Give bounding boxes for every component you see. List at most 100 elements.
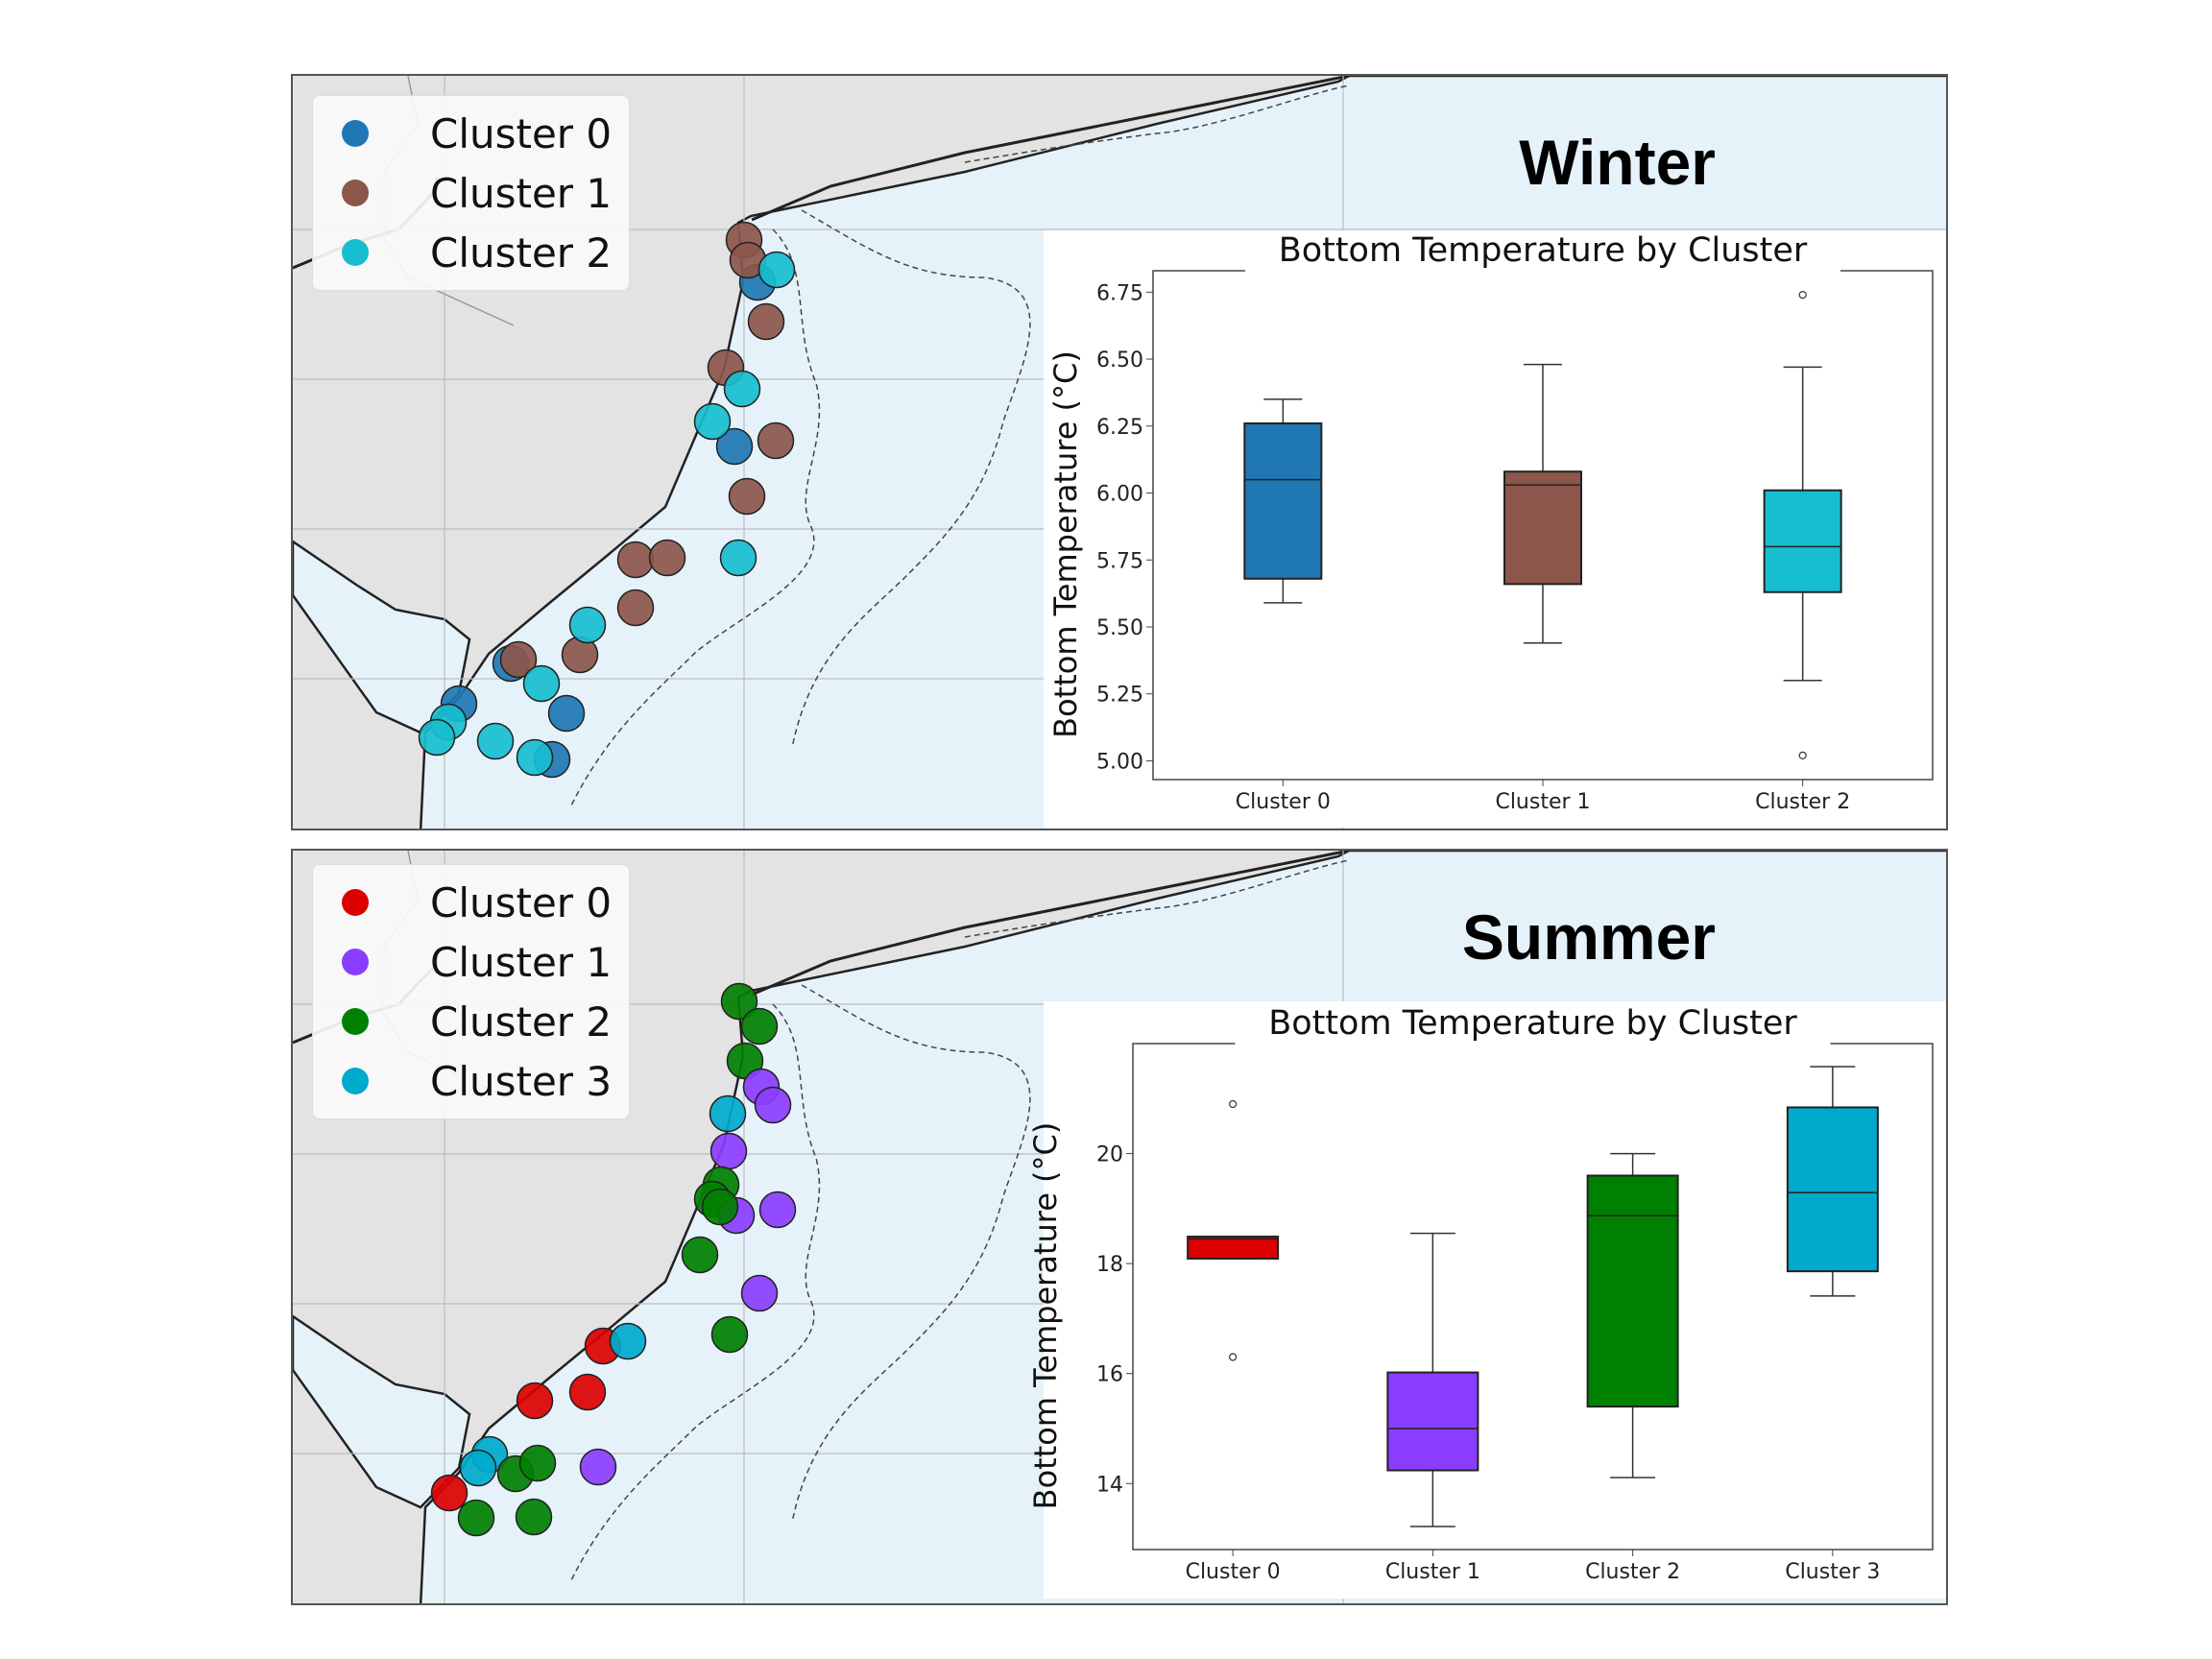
iqr-box xyxy=(1386,1371,1479,1472)
x-tick-label: Cluster 3 xyxy=(1785,1560,1880,1584)
bathymetry-contour xyxy=(964,84,1350,163)
outlier-point xyxy=(1229,1099,1238,1109)
station-point-cluster-2 xyxy=(515,1498,553,1536)
station-point-cluster-0 xyxy=(430,1474,469,1512)
y-tick-label: 5.75 xyxy=(1096,549,1143,573)
box-cluster-1 xyxy=(1503,363,1582,644)
legend-label: Cluster 0 xyxy=(430,109,613,157)
legend-label: Cluster 2 xyxy=(430,998,613,1046)
legend-label: Cluster 2 xyxy=(430,228,613,276)
station-point-cluster-1 xyxy=(747,302,785,341)
outlier-point xyxy=(1798,291,1807,300)
box-cluster-2 xyxy=(1586,1152,1679,1479)
chart-title: Bottom Temperature by Cluster xyxy=(1268,1004,1797,1043)
summer-legend: Cluster 0 Cluster 1 Cluster 2 Cluster 3 xyxy=(312,864,631,1119)
delaware-bay xyxy=(293,540,471,734)
x-tick-label: Cluster 0 xyxy=(1236,790,1331,814)
iqr-box xyxy=(1187,1236,1280,1260)
station-point-cluster-2 xyxy=(720,982,758,1021)
box-cluster-0 xyxy=(1243,398,1323,604)
y-tick-label: 5.50 xyxy=(1096,616,1143,640)
legend-marker-icon xyxy=(342,180,369,206)
station-point-cluster-2 xyxy=(693,402,732,441)
station-point-cluster-2 xyxy=(757,251,796,289)
season-title-summer: Summer xyxy=(1461,902,1716,973)
delaware-bay xyxy=(293,1314,471,1509)
station-point-cluster-2 xyxy=(740,1007,779,1046)
y-axis-label: Bottom Temperature (°C) xyxy=(1027,1122,1064,1510)
y-tick-label: 14 xyxy=(1096,1473,1123,1497)
y-tick-label: 18 xyxy=(1096,1253,1123,1277)
box-cluster-1 xyxy=(1386,1232,1479,1527)
legend-item-cluster-3: Cluster 3 xyxy=(342,1051,612,1111)
station-point-cluster-2 xyxy=(723,370,761,408)
station-point-cluster-1 xyxy=(740,1274,779,1312)
station-point-cluster-2 xyxy=(710,1315,749,1354)
legend-marker-icon xyxy=(342,1068,369,1094)
legend-item-cluster-0: Cluster 0 xyxy=(342,104,612,163)
station-point-cluster-0 xyxy=(516,1382,554,1420)
winter-legend: Cluster 0 Cluster 1 Cluster 2 xyxy=(312,95,631,291)
chart-title: Bottom Temperature by Cluster xyxy=(1279,231,1808,270)
station-point-cluster-1 xyxy=(728,477,766,516)
station-point-cluster-1 xyxy=(616,589,655,627)
boxplot-0: Bottom Temperature by Cluster Bottom Temp… xyxy=(1047,231,1934,814)
title-backdrop xyxy=(1235,1015,1831,1047)
y-tick-label: 5.00 xyxy=(1096,750,1143,774)
y-tick-label: 6.50 xyxy=(1096,349,1143,373)
legend-item-cluster-2: Cluster 2 xyxy=(342,223,612,282)
legend-marker-icon xyxy=(342,1008,369,1035)
station-point-cluster-2 xyxy=(568,606,607,644)
legend-label: Cluster 0 xyxy=(430,878,613,926)
station-point-cluster-2 xyxy=(518,1444,557,1482)
boxplot-1: Bottom Temperature by Cluster Bottom Temp… xyxy=(1027,1004,1934,1584)
legend-label: Cluster 1 xyxy=(430,938,613,986)
legend-marker-icon xyxy=(342,949,369,975)
box-cluster-3 xyxy=(1786,1066,1879,1297)
iqr-box xyxy=(1503,470,1582,586)
station-point-cluster-2 xyxy=(681,1236,719,1274)
summer-boxplot-inset xyxy=(1044,1001,1946,1599)
station-point-cluster-1 xyxy=(499,640,538,679)
box-cluster-2 xyxy=(1763,291,1842,759)
iqr-box xyxy=(1763,489,1842,593)
x-tick-label: Cluster 2 xyxy=(1585,1560,1680,1584)
long-island-coast xyxy=(751,76,1350,222)
station-point-cluster-2 xyxy=(701,1188,739,1226)
legend-marker-icon xyxy=(342,120,369,147)
bathymetry-contour xyxy=(964,859,1350,938)
x-tick-label: Cluster 1 xyxy=(1385,1560,1480,1584)
station-point-cluster-2 xyxy=(418,718,456,757)
station-point-cluster-3 xyxy=(609,1322,647,1360)
station-point-cluster-2 xyxy=(719,539,757,577)
x-tick-label: Cluster 0 xyxy=(1186,1560,1281,1584)
station-point-cluster-2 xyxy=(516,738,554,777)
y-tick-label: 6.75 xyxy=(1096,281,1143,305)
legend-item-cluster-2: Cluster 2 xyxy=(342,992,612,1051)
x-tick-label: Cluster 1 xyxy=(1495,790,1590,814)
station-point-cluster-1 xyxy=(757,421,795,460)
y-tick-label: 6.00 xyxy=(1096,483,1143,507)
y-tick-label: 6.25 xyxy=(1096,416,1143,440)
iqr-box xyxy=(1243,422,1323,580)
legend-label: Cluster 1 xyxy=(430,169,613,217)
bathymetry-contour xyxy=(791,209,1031,749)
station-point-cluster-3 xyxy=(709,1094,747,1133)
legend-item-cluster-1: Cluster 1 xyxy=(342,163,612,223)
bathymetry-contour xyxy=(570,1003,821,1581)
iqr-box xyxy=(1786,1106,1879,1273)
station-point-cluster-0 xyxy=(715,427,754,466)
box-cluster-0 xyxy=(1187,1099,1280,1361)
station-point-cluster-2 xyxy=(476,722,515,760)
y-tick-label: 16 xyxy=(1096,1363,1123,1387)
y-tick-label: 5.25 xyxy=(1096,684,1143,708)
station-point-cluster-0 xyxy=(568,1373,607,1411)
station-point-cluster-0 xyxy=(547,694,586,733)
iqr-box xyxy=(1586,1174,1679,1408)
y-axis-label: Bottom Temperature (°C) xyxy=(1047,350,1084,738)
bathymetry-contour xyxy=(791,984,1031,1524)
x-tick-label: Cluster 2 xyxy=(1755,790,1850,814)
outlier-point xyxy=(1798,751,1807,759)
station-point-cluster-2 xyxy=(522,664,561,703)
